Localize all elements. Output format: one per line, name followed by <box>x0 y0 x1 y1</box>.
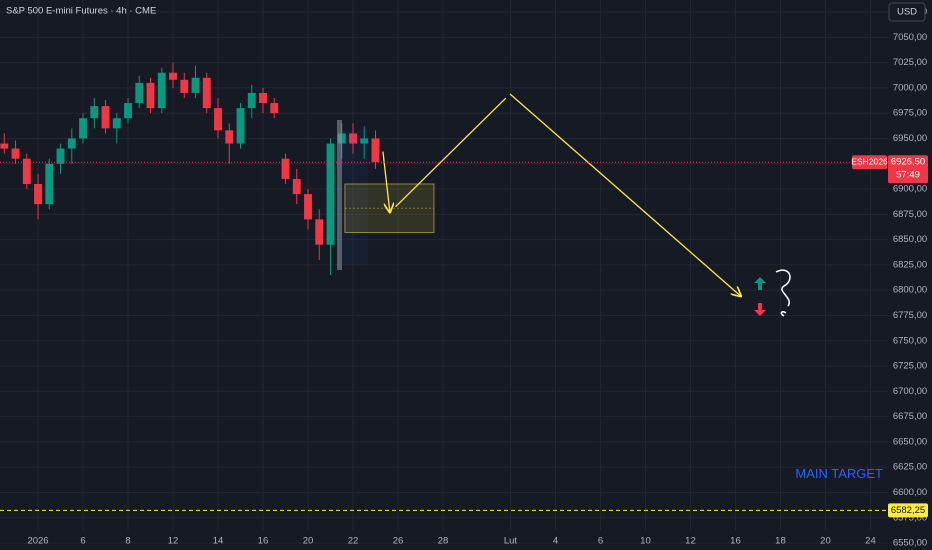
x-tick-label: 2026 <box>27 536 48 547</box>
candle-body <box>259 92 267 104</box>
y-tick-label: 6950,00 <box>893 133 927 144</box>
volume-profile <box>337 120 342 270</box>
y-tick-label: 6850,00 <box>893 234 927 245</box>
y-tick-label: 6875,00 <box>893 209 927 220</box>
candle-body <box>214 108 222 131</box>
candle-body <box>112 118 121 129</box>
candle-body <box>135 82 144 104</box>
x-tick-label: 4 <box>553 536 558 547</box>
candle-body <box>304 194 312 220</box>
candle-body <box>371 138 380 163</box>
x-tick-label: 8 <box>125 536 130 547</box>
candle-body <box>270 103 279 114</box>
candle-body <box>22 158 31 184</box>
candle-body <box>202 77 211 109</box>
currency-button[interactable] <box>888 2 926 22</box>
y-tick-label: 6650,00 <box>893 436 927 447</box>
down-icon <box>754 303 766 316</box>
candle-body <box>180 79 189 93</box>
y-tick-label: 7050,00 <box>893 32 927 43</box>
axis-labels: 6550,00 6575,00 6600,00 6625,00 6650,00 6675,… <box>27 7 928 549</box>
x-tick-label: 14 <box>213 536 224 547</box>
x-tick-label: 18 <box>775 536 786 547</box>
x-tick-label: 24 <box>865 536 876 547</box>
projection-arrow <box>382 151 390 213</box>
target-text: MAIN TARGET <box>795 466 883 481</box>
candle-body <box>157 72 166 109</box>
candle-body <box>11 148 20 159</box>
y-tick-label: 6975,00 <box>893 108 927 119</box>
overlay <box>0 93 888 511</box>
candle-body <box>124 103 132 119</box>
x-tick-label: 20 <box>820 536 831 547</box>
up-icon <box>754 277 766 290</box>
candle-body <box>292 178 301 195</box>
chart-title: S&P 500 E-mini Futures · 4h · CME <box>6 6 156 17</box>
x-tick-label: 12 <box>685 536 696 547</box>
y-tick-label: 6900,00 <box>893 184 927 195</box>
y-tick-label: 7000,00 <box>893 82 927 93</box>
x-tick-label: 16 <box>730 536 741 547</box>
x-tick-label: 22 <box>348 536 359 547</box>
candle-body <box>191 77 200 93</box>
candle-body <box>281 158 290 179</box>
y-tick-label: 6750,00 <box>893 335 927 346</box>
volume-profile-area <box>342 130 368 265</box>
candle-body <box>315 219 324 245</box>
symbol-box <box>852 155 887 170</box>
last-price-label: 6926,50 <box>891 157 925 168</box>
x-tick-label: 12 <box>168 536 179 547</box>
x-tick-label: 26 <box>393 536 404 547</box>
candle-body <box>225 130 234 144</box>
plot <box>0 62 380 275</box>
symbol: ESH2026 <box>851 156 888 166</box>
candle-body <box>34 183 42 205</box>
x-tick-label: 6 <box>598 536 603 547</box>
x-tick-label: 20 <box>303 536 314 547</box>
y-tick-label: 6575,00 <box>893 512 927 523</box>
question-doodle <box>775 269 791 317</box>
y-tick-label: 6800,00 <box>893 285 927 296</box>
countdown: 57:49 <box>896 170 920 181</box>
projection-arrow <box>395 97 507 208</box>
candle-body <box>349 133 357 144</box>
candle-body <box>90 106 99 119</box>
projection-arrow <box>509 93 741 296</box>
x-tick-label: 10 <box>640 536 651 547</box>
candle-body <box>79 118 87 139</box>
y-tick-label: 6775,00 <box>893 310 927 321</box>
y-tick-label: 6675,00 <box>893 411 927 422</box>
x-tick-label: 6 <box>80 536 85 547</box>
candle-body <box>146 82 155 109</box>
candle-body <box>169 72 177 80</box>
x-tick-label: 16 <box>258 536 269 547</box>
y-tick-label: 6550,00 <box>893 538 927 549</box>
y-tick-label: 6700,00 <box>893 386 927 397</box>
price-axis <box>888 0 932 550</box>
y-tick-label: 7025,00 <box>893 57 927 68</box>
candle-body <box>360 138 369 144</box>
candle-body <box>56 148 65 164</box>
x-tick-label: 28 <box>438 536 449 547</box>
candle-body <box>247 92 256 109</box>
candle-body <box>326 143 335 245</box>
y-tick-label: 6600,00 <box>893 487 927 498</box>
y-tick-label: 6725,00 <box>893 361 927 372</box>
target-box <box>888 503 928 518</box>
candle-body <box>236 108 245 144</box>
y-tick-label: 6825,00 <box>893 259 927 270</box>
candle-body <box>45 163 54 205</box>
target-label: 6582,25 <box>891 505 925 516</box>
candle-body <box>101 106 110 129</box>
candle-body <box>67 138 76 149</box>
candle-body <box>0 143 9 149</box>
x-tick-label: Lut <box>504 536 518 547</box>
last-price-box <box>888 155 928 184</box>
y-tick-label: 6625,00 <box>893 462 927 473</box>
currency[interactable]: USD <box>897 7 917 18</box>
